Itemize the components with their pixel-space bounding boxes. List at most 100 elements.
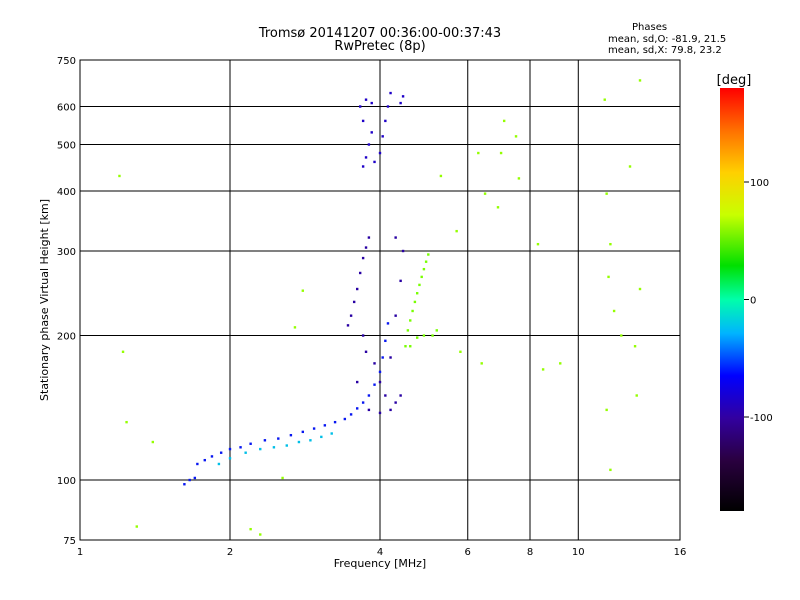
- data-point: [355, 287, 359, 291]
- data-point: [389, 91, 392, 95]
- data-point: [151, 440, 155, 444]
- data-point: [638, 287, 642, 291]
- data-point: [361, 165, 365, 168]
- data-point: [203, 458, 206, 462]
- data-point: [378, 380, 382, 384]
- data-point: [312, 427, 316, 430]
- data-point: [370, 101, 373, 105]
- data-point: [635, 394, 638, 397]
- data-point: [415, 336, 419, 339]
- data-point: [373, 160, 376, 164]
- data-point: [285, 444, 288, 447]
- y-tick-label: 200: [57, 332, 76, 343]
- colorbar-tick-label: 0: [750, 296, 756, 307]
- data-point: [217, 462, 221, 466]
- x-tick-label: 8: [527, 547, 533, 558]
- y-tick-label: 600: [57, 103, 76, 114]
- data-point: [188, 478, 191, 482]
- data-point: [349, 413, 353, 416]
- data-point: [386, 105, 390, 108]
- data-point: [638, 79, 642, 82]
- data-point: [349, 314, 353, 317]
- data-point: [364, 156, 368, 159]
- data-point: [125, 420, 128, 424]
- data-point: [394, 236, 397, 239]
- y-tick-label: 75: [63, 536, 76, 547]
- colorbar-label: [deg]: [717, 73, 752, 88]
- data-points: [118, 79, 642, 536]
- data-point: [422, 267, 426, 271]
- colorbar: [720, 88, 744, 511]
- data-point: [277, 437, 280, 440]
- data-point: [281, 476, 284, 480]
- data-point: [381, 356, 384, 359]
- data-point: [367, 143, 371, 146]
- data-point: [431, 334, 434, 337]
- data-point: [259, 447, 262, 451]
- data-point: [361, 119, 365, 123]
- axis-labels: 1 2 4 6 8 10 16 75 100 200 300 400 500 600 750: [57, 56, 686, 558]
- x-tick-label: 10: [572, 547, 585, 558]
- data-point: [612, 309, 616, 313]
- data-point: [605, 192, 608, 195]
- data-point: [401, 249, 405, 253]
- data-point: [541, 368, 545, 371]
- data-point: [384, 119, 387, 123]
- data-point: [502, 119, 506, 123]
- data-point: [228, 447, 232, 451]
- data-point: [399, 101, 402, 105]
- data-point: [358, 105, 362, 108]
- data-point: [346, 324, 350, 327]
- data-point: [435, 329, 438, 332]
- data-point: [364, 98, 368, 101]
- data-point: [389, 408, 392, 412]
- y-tick-label: 100: [57, 476, 76, 487]
- data-point: [409, 319, 412, 322]
- data-point: [609, 468, 612, 472]
- x-tick-label: 1: [77, 547, 83, 558]
- x-tick-label: 6: [465, 547, 471, 558]
- data-point: [249, 527, 252, 531]
- x-tick-label: 16: [674, 547, 687, 558]
- data-point: [364, 350, 368, 353]
- data-point: [293, 326, 297, 329]
- data-point: [459, 350, 462, 353]
- data-point: [333, 420, 337, 424]
- data-point: [496, 206, 500, 209]
- data-point: [297, 440, 301, 444]
- data-point: [514, 135, 518, 138]
- data-point: [427, 253, 430, 256]
- phases-o-stats: mean, sd,O: -81.9, 21.5: [608, 34, 727, 45]
- data-point: [352, 300, 356, 304]
- data-point: [320, 435, 323, 439]
- data-point: [361, 334, 365, 337]
- data-point: [455, 229, 458, 233]
- data-point: [399, 279, 402, 283]
- x-tick-label: 4: [377, 547, 383, 558]
- data-point: [193, 476, 197, 480]
- data-point: [439, 174, 443, 178]
- data-point: [121, 350, 125, 353]
- data-point: [415, 292, 419, 295]
- data-point: [399, 394, 402, 397]
- data-point: [378, 370, 382, 374]
- x-tick-label: 2: [227, 547, 233, 558]
- data-point: [384, 394, 387, 397]
- data-point: [413, 300, 417, 304]
- data-point: [323, 424, 327, 427]
- data-point: [418, 283, 421, 287]
- x-axis-label: Frequency [MHz]: [334, 557, 426, 570]
- data-point: [480, 362, 483, 365]
- data-point: [483, 192, 487, 195]
- data-point: [239, 446, 242, 449]
- data-point: [499, 151, 503, 155]
- y-tick-label: 500: [57, 141, 76, 152]
- y-tick-label: 750: [57, 56, 76, 67]
- data-point: [358, 271, 362, 275]
- phases-title: Phases: [632, 22, 668, 33]
- data-point: [420, 275, 423, 279]
- data-point: [228, 457, 232, 460]
- colorbar-tick-label: 100: [750, 178, 769, 189]
- data-point: [373, 383, 376, 386]
